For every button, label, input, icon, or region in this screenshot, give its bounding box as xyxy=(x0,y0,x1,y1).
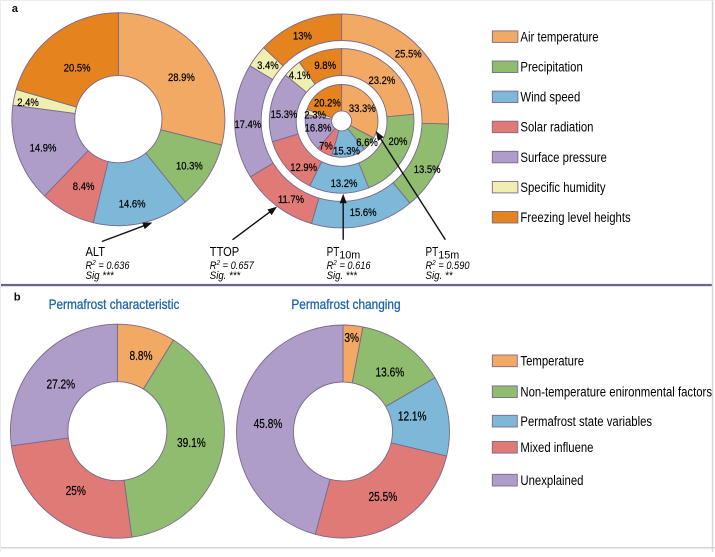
svg-text:Sig ***: Sig *** xyxy=(86,270,115,282)
svg-text:25.5%: 25.5% xyxy=(369,490,398,504)
svg-text:Sig. ***: Sig. *** xyxy=(327,270,358,282)
svg-text:Specific humidity: Specific humidity xyxy=(520,180,605,195)
svg-text:Surface pressure: Surface pressure xyxy=(520,150,606,165)
svg-text:27.2%: 27.2% xyxy=(46,377,75,391)
svg-text:20%: 20% xyxy=(389,136,408,148)
svg-text:Air temperature: Air temperature xyxy=(520,29,598,44)
svg-text:Wind speed: Wind speed xyxy=(520,90,580,105)
svg-text:14.9%: 14.9% xyxy=(30,142,57,154)
svg-text:15.3%: 15.3% xyxy=(271,109,298,121)
svg-text:Solar radiation: Solar radiation xyxy=(520,120,593,135)
svg-text:3.4%: 3.4% xyxy=(257,60,279,72)
svg-text:17.4%: 17.4% xyxy=(234,119,261,131)
svg-text:Permafrost state variables: Permafrost state variables xyxy=(520,414,652,429)
svg-text:14.6%: 14.6% xyxy=(119,198,146,210)
svg-text:15.6%: 15.6% xyxy=(350,207,377,219)
svg-text:20.2%: 20.2% xyxy=(314,97,341,109)
svg-text:Sig. **: Sig. ** xyxy=(426,270,454,282)
svg-text:4.1%: 4.1% xyxy=(289,70,311,82)
svg-text:Permafrost changing: Permafrost changing xyxy=(291,296,400,312)
svg-text:R2 = 0.590: R2 = 0.590 xyxy=(426,258,470,272)
svg-text:11.7%: 11.7% xyxy=(278,194,304,206)
svg-text:2.4%: 2.4% xyxy=(17,97,39,109)
svg-text:8.4%: 8.4% xyxy=(73,181,95,193)
svg-text:25.5%: 25.5% xyxy=(395,49,422,61)
svg-text:R2 = 0.616: R2 = 0.616 xyxy=(327,258,371,272)
svg-text:13%: 13% xyxy=(293,31,312,43)
svg-text:2.3%: 2.3% xyxy=(304,110,326,122)
svg-text:Mixed influene: Mixed influene xyxy=(520,440,593,455)
svg-text:Freezing level heights: Freezing level heights xyxy=(520,210,631,225)
svg-text:16.8%: 16.8% xyxy=(305,122,332,134)
svg-text:13.5%: 13.5% xyxy=(414,164,441,176)
svg-text:15.3%: 15.3% xyxy=(333,145,360,157)
svg-text:33.3%: 33.3% xyxy=(349,103,376,115)
svg-text:R2 = 0.657: R2 = 0.657 xyxy=(210,258,255,272)
svg-text:ALT: ALT xyxy=(86,244,106,259)
svg-text:7%: 7% xyxy=(319,141,333,153)
svg-text:12.9%: 12.9% xyxy=(290,162,317,174)
svg-text:a: a xyxy=(12,3,19,15)
svg-text:12.1%: 12.1% xyxy=(398,410,427,424)
svg-text:28.9%: 28.9% xyxy=(168,72,195,84)
svg-text:R2 = 0.636: R2 = 0.636 xyxy=(86,258,130,272)
svg-text:PT15m: PT15m xyxy=(426,244,460,262)
svg-text:PT10m: PT10m xyxy=(327,244,361,262)
svg-text:3%: 3% xyxy=(344,331,359,345)
svg-text:39.1%: 39.1% xyxy=(177,436,206,450)
svg-text:9.8%: 9.8% xyxy=(314,60,336,72)
svg-text:13.6%: 13.6% xyxy=(376,365,405,379)
svg-text:25%: 25% xyxy=(66,484,86,498)
svg-text:13.2%: 13.2% xyxy=(331,178,358,190)
svg-text:10.3%: 10.3% xyxy=(176,161,203,173)
svg-text:23.2%: 23.2% xyxy=(369,75,396,87)
svg-text:b: b xyxy=(14,291,21,303)
svg-text:45.8%: 45.8% xyxy=(254,417,283,431)
svg-text:Unexplained: Unexplained xyxy=(520,473,583,488)
svg-text:Precipitation: Precipitation xyxy=(520,60,582,75)
svg-text:6.6%: 6.6% xyxy=(356,137,378,149)
svg-text:Non-temperature enironmental f: Non-temperature enironmental factors xyxy=(520,385,712,400)
svg-text:Temperature: Temperature xyxy=(520,354,584,369)
svg-text:Permafrost characteristic: Permafrost characteristic xyxy=(49,296,180,312)
svg-text:8.8%: 8.8% xyxy=(129,349,152,363)
svg-text:20.5%: 20.5% xyxy=(64,62,91,74)
svg-text:TTOP: TTOP xyxy=(210,244,240,259)
svg-text:Sig. ***: Sig. *** xyxy=(210,270,241,282)
